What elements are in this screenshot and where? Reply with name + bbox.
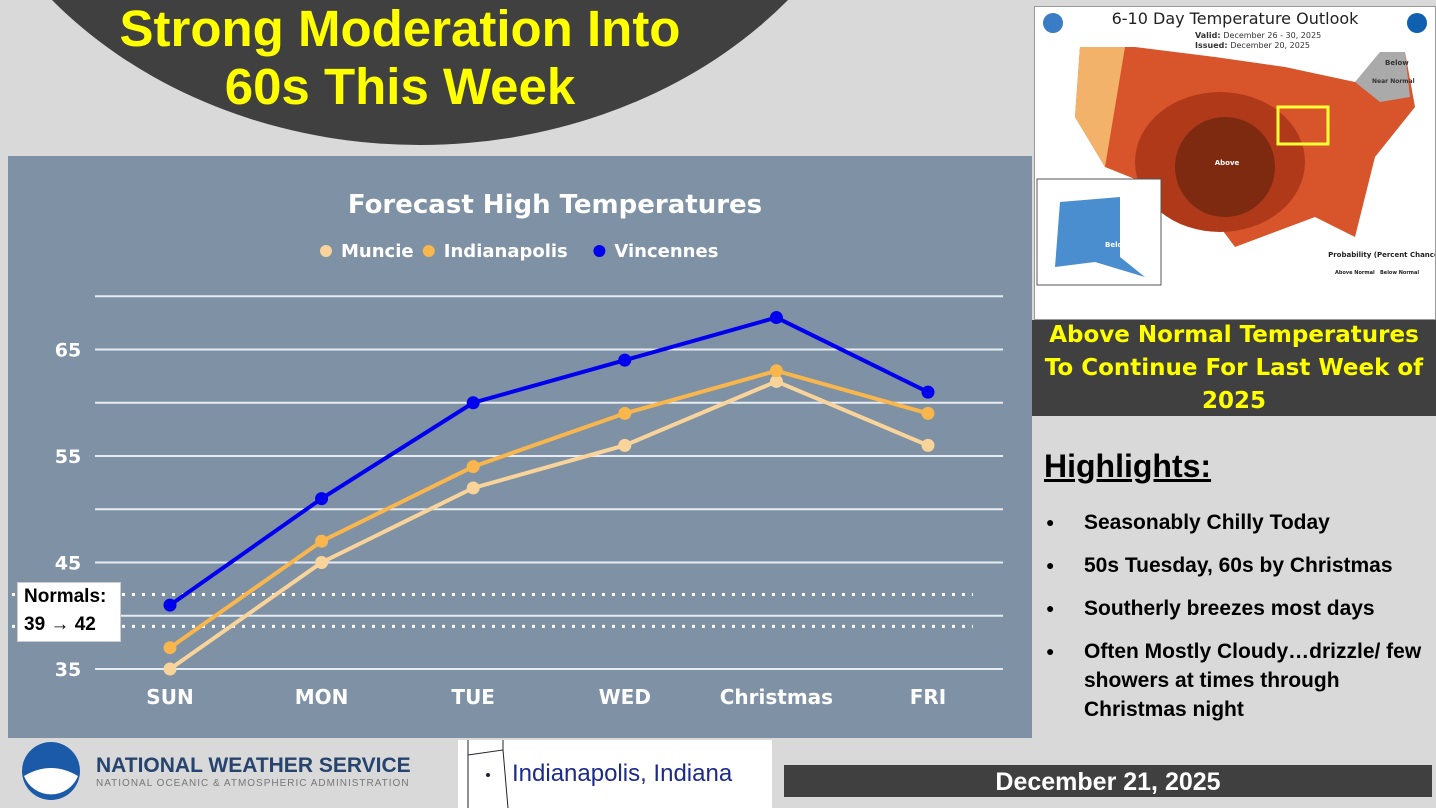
below-normal-label: Below Normal: [1380, 270, 1419, 276]
series-line-vincennes: [168, 315, 929, 607]
office-logo: Indianapolis, Indiana: [458, 740, 772, 808]
outlook-issued: Issued: December 20, 2025: [1195, 41, 1310, 50]
alaska-below-label: Below: [1105, 241, 1129, 249]
data-point: [315, 556, 329, 569]
x-tick-label: Christmas: [720, 685, 833, 709]
nws-logo: NATIONAL WEATHER SERVICE NATIONAL OCEANI…: [20, 740, 411, 802]
x-tick-label: MON: [295, 685, 349, 709]
temperature-outlook-map: 6-10 Day Temperature Outlook Valid: Dece…: [1034, 6, 1436, 320]
data-point: [466, 460, 480, 474]
above-label: Above: [1215, 159, 1240, 167]
data-point: [315, 492, 329, 506]
subagency-name: NATIONAL OCEANIC & ATMOSPHERIC ADMINISTR…: [96, 777, 410, 789]
outlook-title: 6-10 Day Temperature Outlook: [1112, 9, 1360, 28]
legend-marker: [320, 245, 332, 257]
highlights-title: Highlights:: [1044, 448, 1212, 484]
x-tick-label: FRI: [910, 685, 947, 709]
noaa-logo-icon: [22, 742, 80, 800]
highlight-item: Southerly breezes most days: [1046, 594, 1436, 623]
noaa-logo-icon: [1407, 13, 1427, 33]
data-point: [921, 406, 935, 420]
y-tick-label: 45: [55, 553, 81, 575]
data-point: [163, 662, 177, 676]
data-point: [618, 438, 632, 452]
data-point: [618, 406, 632, 420]
data-point: [921, 438, 935, 452]
data-point: [921, 385, 935, 399]
data-point: [163, 641, 177, 655]
office-name: Indianapolis, Indiana: [512, 760, 733, 787]
data-point: [163, 598, 177, 612]
chart-title: Forecast High Temperatures: [348, 190, 762, 220]
chart-panel: Forecast High Temperatures Muncie Indiana…: [8, 156, 1032, 738]
page-title: Strong Moderation Into 60s This Week: [119, 0, 681, 115]
agency-name: NATIONAL WEATHER SERVICE: [96, 753, 411, 777]
y-tick-label: 65: [55, 340, 81, 362]
normals-box: Normals: 39 → 42: [17, 582, 121, 642]
highlight-item: 50s Tuesday, 60s by Christmas: [1046, 551, 1436, 580]
legend-label: Muncie: [341, 241, 414, 262]
y-tick-label: 35: [55, 659, 81, 681]
legend: Muncie Indianapolis Vincennes: [320, 241, 718, 262]
temperature-chart: Forecast High Temperatures Muncie Indiana…: [12, 190, 1003, 709]
legend-marker: [593, 245, 606, 257]
probability-label: Probability (Percent Chance): [1328, 251, 1435, 259]
data-point: [618, 353, 632, 367]
outlook-valid: Valid: December 26 - 30, 2025: [1195, 31, 1321, 40]
near-normal-label: Near Normal: [1372, 78, 1415, 85]
outlook-caption: Above Normal Temperatures To Continue Fo…: [1032, 320, 1436, 416]
data-point: [466, 396, 480, 410]
legend-label: Vincennes: [614, 241, 718, 262]
x-tick-label: TUE: [451, 685, 495, 709]
date-bar: December 21, 2025: [784, 765, 1432, 797]
doc-seal-icon: [1043, 13, 1063, 33]
indiana-outline-icon: [467, 740, 509, 808]
above-normal-label: Above Normal: [1335, 270, 1375, 276]
data-point: [769, 374, 783, 388]
data-point: [769, 311, 783, 325]
x-tick-label: WED: [599, 685, 651, 709]
indiana-highlight-box: [1276, 105, 1330, 146]
highlights-list: Seasonably Chilly Today 50s Tuesday, 60s…: [1046, 508, 1436, 738]
legend-marker: [422, 245, 435, 257]
series-line-muncie: [168, 379, 929, 671]
highlight-item: Seasonably Chilly Today: [1046, 508, 1436, 537]
highlight-item: Often Mostly Cloudy…drizzle/ few showers…: [1046, 637, 1436, 724]
y-tick-label: 55: [55, 446, 81, 468]
legend-label: Indianapolis: [444, 241, 568, 262]
data-point: [466, 481, 480, 495]
below-label: Below: [1385, 59, 1409, 67]
series-line-indianapolis: [168, 368, 929, 650]
data-point: [769, 364, 783, 378]
data-point: [315, 534, 329, 548]
x-tick-label: SUN: [146, 685, 193, 709]
